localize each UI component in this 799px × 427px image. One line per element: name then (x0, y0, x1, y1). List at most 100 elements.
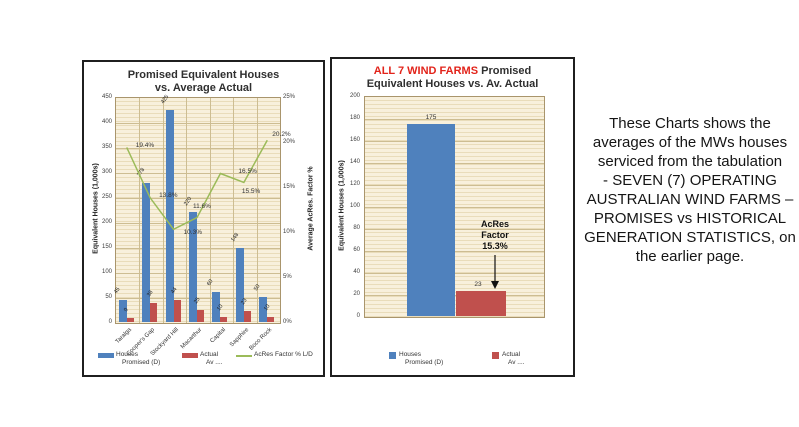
bar-actual-av (126, 317, 134, 322)
grid-line (256, 98, 258, 323)
y-axis-tick-label: 150 (101, 243, 112, 250)
legend-label: Houses (399, 351, 422, 358)
y-axis-tick-label: 80 (353, 224, 360, 231)
caption-line: serviced from the tabulation (597, 153, 783, 170)
grid-line (233, 98, 235, 323)
left-chart-legend: Houses Promised (D) Actual Av .... AcRes… (84, 351, 323, 373)
grid-line (116, 223, 280, 224)
bar-houses-promised (259, 297, 268, 322)
y-axis-tick-label: 200 (101, 218, 112, 225)
line-point-label: 11.6% (193, 202, 211, 210)
right-chart-legend: Houses Promised (D) Actual Av .... (332, 351, 573, 373)
actual-av-swatch-icon (492, 352, 499, 359)
secondary-y-axis-tick-label: 10% (283, 228, 296, 235)
bar-actual-av (267, 317, 275, 322)
line-point-label: 13.8% (159, 191, 178, 199)
caption-text: These Charts shows the averages of the M… (584, 114, 796, 266)
line-point-label: 15.5% (241, 187, 261, 195)
bar-actual-av (456, 290, 506, 316)
bar-houses-promised (189, 212, 197, 322)
right-chart-title-line2: Equivalent Houses vs. Av. Actual (366, 78, 539, 90)
category-label: Sapphire (228, 327, 251, 349)
grid-line (116, 273, 280, 274)
legend-label: Actual (502, 351, 521, 358)
line-point-label: 10.3% (183, 229, 202, 237)
secondary-y-axis-tick-label: 15% (283, 183, 296, 190)
caption-line: AUSTRALIAN WIND FARMS – (586, 191, 794, 208)
secondary-y-axis-tick-label: 20% (283, 138, 296, 145)
bar-value-label: 23 (474, 280, 482, 288)
grid-line (365, 119, 544, 120)
grid-line (116, 198, 280, 199)
acres-factor-line (126, 139, 268, 231)
bar-houses-promised (142, 183, 151, 322)
left-chart-y-axis-title: Equivalent Houses (1,000s) (92, 163, 100, 254)
legend-label: Av .... (508, 359, 525, 366)
y-axis-tick-label: 400 (101, 118, 112, 125)
bar-actual-av (173, 300, 181, 322)
right-chart-title-line1: ALL 7 WIND FARMS Promised (332, 65, 573, 78)
grid-line (116, 248, 280, 249)
legend-item-acres-factor: AcRes Factor % L/D (236, 351, 313, 359)
y-axis-tick-label: 180 (349, 114, 360, 121)
caption-line: PROMISES vs HISTORICAL (593, 210, 787, 227)
y-axis-tick-label: 50 (105, 293, 112, 300)
left-chart-title: Promised Equivalent Houses vs. Average A… (84, 69, 323, 95)
legend-item-actual-av: Actual Av .... (492, 351, 525, 367)
grid-line (116, 298, 280, 299)
y-axis-tick-label: 450 (101, 93, 112, 100)
houses-promised-swatch-icon (389, 352, 396, 359)
grid-line (186, 98, 188, 323)
acres-factor-annotation: AcRes Factor 15.3% (480, 219, 509, 251)
y-axis-tick-label: 120 (349, 180, 360, 187)
y-axis-tick-label: 60 (353, 246, 360, 253)
bar-houses-promised (235, 248, 244, 322)
y-axis-tick-label: 140 (349, 158, 360, 165)
line-point-label: 16.5% (238, 167, 257, 175)
left-chart-title-line2: vs. Average Actual (154, 82, 253, 94)
y-axis-tick-label: 250 (101, 193, 112, 200)
bar-houses-promised (212, 292, 221, 322)
y-axis-tick-label: 100 (349, 202, 360, 209)
legend-label: Av .... (206, 359, 223, 366)
category-label: Macarthur (179, 327, 204, 351)
bar-houses-promised (407, 123, 455, 316)
caption-line: - SEVEN (7) OPERATING (603, 172, 777, 189)
category-label: Capital (209, 327, 227, 345)
bar-houses-promised (165, 109, 174, 322)
right-chart: ALL 7 WIND FARMS Promised Equivalent Hou… (330, 57, 575, 377)
secondary-y-axis-tick-label: 0% (283, 318, 292, 325)
grid-line (116, 173, 280, 174)
y-axis-tick-label: 160 (349, 136, 360, 143)
legend-label: Actual (200, 351, 219, 358)
y-axis-tick-label: 300 (101, 168, 112, 175)
legend-item-actual-av: Actual Av .... (182, 351, 223, 367)
annotation-arrow-icon (491, 255, 499, 289)
legend-label: Houses (116, 351, 139, 358)
legend-label: AcRes Factor % L/D (254, 351, 313, 358)
bar-actual-av (220, 317, 228, 322)
right-chart-title-black: Promised (478, 65, 532, 77)
acres-factor-line-swatch-icon (236, 355, 252, 357)
bar-value-label: 175 (425, 113, 437, 121)
line-point-label: 20.2% (272, 131, 291, 139)
legend-item-houses-promised: Houses Promised (D) (389, 351, 443, 367)
actual-av-swatch-icon (182, 353, 198, 358)
grid-line (116, 123, 280, 124)
y-axis-tick-label: 200 (349, 92, 360, 99)
y-axis-tick-label: 350 (101, 143, 112, 150)
bar-actual-av (243, 310, 251, 322)
right-chart-title: ALL 7 WIND FARMS Promised Equivalent Hou… (332, 65, 573, 91)
caption-line: These Charts shows the (609, 115, 771, 132)
left-chart: Promised Equivalent Houses vs. Average A… (82, 60, 325, 377)
y-axis-tick-label: 0 (356, 312, 360, 319)
y-axis-tick-label: 0 (108, 318, 112, 325)
grid-line (209, 98, 211, 323)
grid-line (116, 148, 280, 149)
y-axis-tick-label: 20 (353, 290, 360, 297)
line-point-label: 19.4% (135, 142, 155, 150)
left-chart-title-line1: Promised Equivalent Houses (127, 69, 280, 81)
category-label: Boco Rock (248, 327, 274, 352)
y-axis-tick-label: 100 (101, 268, 112, 275)
